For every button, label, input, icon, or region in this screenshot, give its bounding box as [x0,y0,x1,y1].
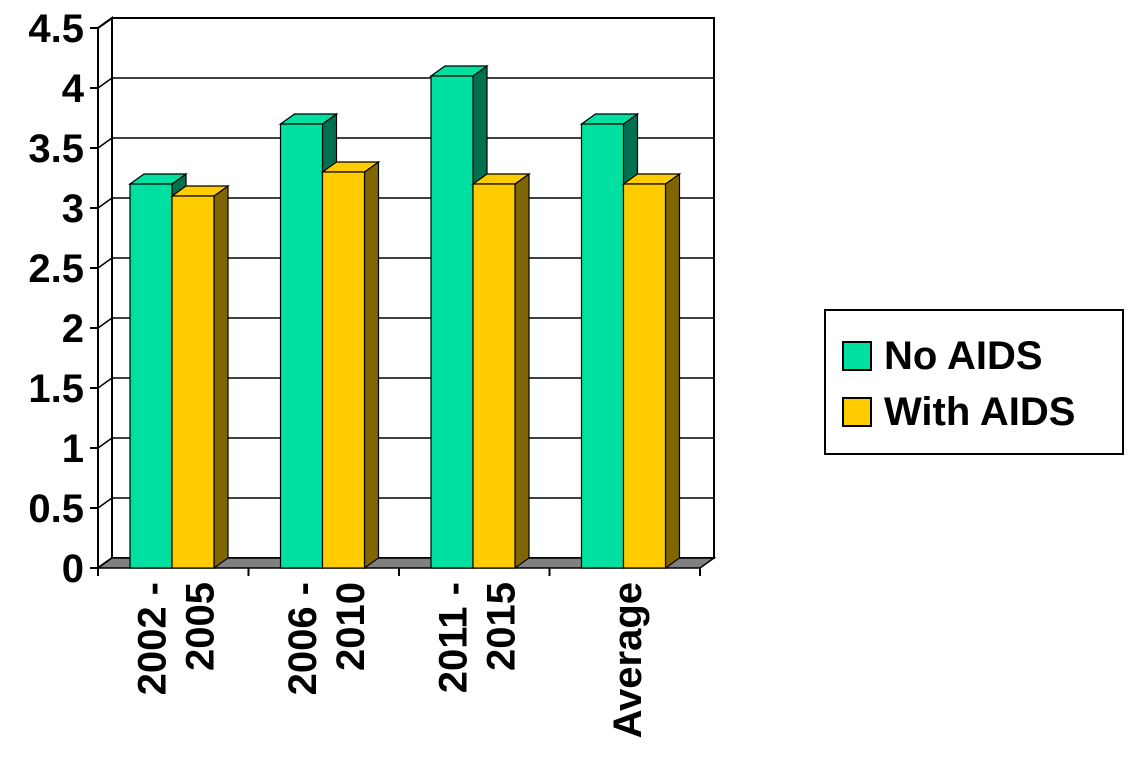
chart-legend: No AIDS With AIDS [824,309,1124,455]
legend-swatch-series-0 [842,341,872,371]
bar-series-0-1 [279,123,324,569]
bar-series-0-3 [580,123,625,569]
gridline-side-8 [97,77,113,89]
gridline-side-9 [97,17,113,29]
legend-item-series-0: No AIDS [842,331,1043,381]
bar-side-series-1-2 [514,172,530,570]
legend-label-series-1: With AIDS [884,389,1076,434]
bar-series-1-2 [472,183,516,569]
gridline-side-6 [97,197,113,209]
gridline-side-1 [97,497,113,509]
bar-series-1-1 [321,171,366,569]
chart-side-wall [97,16,113,570]
y-tick-label-6: 3 [62,187,84,231]
y-tick-label-0: 0 [62,547,84,591]
legend-label-series-0: No AIDS [884,333,1043,378]
gridline-side-4 [97,317,113,329]
gridline-side-2 [97,437,113,449]
x-tick-label-0-0: 2002 - [130,582,174,695]
x-tick-label-3-0: Average [606,582,650,738]
bar-side-series-1-1 [363,160,380,570]
y-tick-label-1: 0.5 [28,487,84,531]
y-tick-label-5: 2.5 [28,247,84,291]
gridline-side-3 [97,377,113,389]
y-tick-label-9: 4.5 [28,7,84,51]
bar-side-series-1-3 [664,172,681,570]
y-tick-label-4: 2 [62,307,84,351]
x-tick-label-1-0: 2006 - [281,582,325,695]
legend-swatch-series-1 [842,397,872,427]
x-tick-label-2-0: 2011 - [431,582,475,693]
x-tick-label-1-1: 2010 [329,582,373,671]
y-tick-label-2: 1 [62,427,84,471]
bar-series-1-0 [171,195,215,569]
gridline-side-5 [97,257,113,269]
gridline-side-7 [97,137,113,149]
y-tick-label-8: 4 [62,67,85,111]
bar-series-0-2 [430,75,474,569]
legend-item-series-1: With AIDS [842,387,1075,437]
bar-series-1-3 [622,183,667,569]
bar-series-0-0 [129,183,173,569]
x-tick-label-0-1: 2005 [178,582,222,671]
y-tick-label-3: 1.5 [28,367,84,411]
bar-side-series-1-0 [213,184,229,570]
x-tick-label-2-1: 2015 [479,582,523,671]
y-tick-label-7: 3.5 [28,127,84,171]
